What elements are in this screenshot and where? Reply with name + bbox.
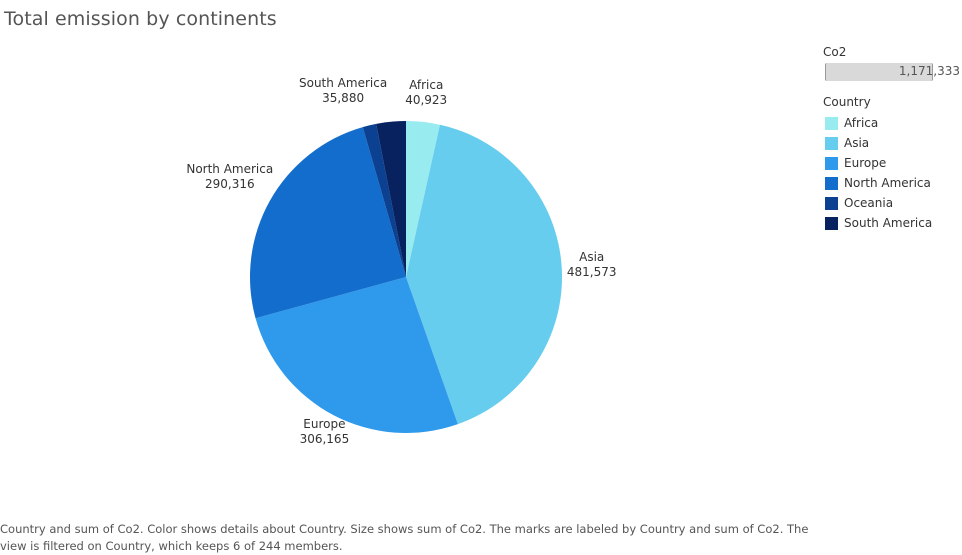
- pie-slice-africa[interactable]: [406, 121, 440, 277]
- legend-item-south-america[interactable]: South America: [823, 213, 959, 233]
- legend-item-oceania[interactable]: Oceania: [823, 193, 959, 213]
- legend-label: Oceania: [844, 196, 894, 210]
- pie-slice-asia[interactable]: [406, 124, 563, 425]
- pie-slice-north-america[interactable]: [249, 127, 406, 319]
- size-legend-bar: 1,171,333: [825, 63, 960, 81]
- legend-swatch: [825, 116, 838, 130]
- legend-item-europe[interactable]: Europe: [823, 153, 959, 173]
- size-legend-max-value: 1,171,333: [898, 64, 960, 78]
- color-legend-title: Country: [823, 95, 871, 109]
- slice-label-africa: Africa 40,923: [405, 78, 447, 107]
- pie-slice-south-america[interactable]: [376, 120, 406, 277]
- slice-label-south-america: South America 35,880: [299, 76, 387, 105]
- legend-item-north-america[interactable]: North America: [823, 173, 959, 193]
- legend-swatch: [825, 156, 838, 170]
- slice-label-asia: Asia 481,573: [567, 250, 617, 279]
- pie-slices: [249, 120, 563, 434]
- pie-slice-oceania[interactable]: [362, 123, 406, 277]
- chart-title: Total emission by continents: [4, 8, 277, 30]
- legend-label: Europe: [844, 156, 887, 170]
- pie-labels: Africa 40,923 Asia 481,573 Europe 306,165 Nort…: [186, 76, 616, 446]
- pie-slice-europe[interactable]: [255, 277, 458, 434]
- legend-label: South America: [844, 216, 933, 230]
- legend-swatch: [825, 216, 838, 230]
- legend-label: North America: [844, 176, 931, 190]
- legend-swatch: [825, 196, 838, 210]
- legend-swatch: [825, 136, 838, 150]
- color-legend: Country Africa Asia Europe North America…: [823, 95, 959, 233]
- size-legend-title: Co2: [823, 45, 847, 59]
- chart-caption: Country and sum of Co2. Color shows deta…: [0, 522, 809, 553]
- legend-swatch: [825, 176, 838, 190]
- legend-label: Africa: [844, 116, 879, 130]
- legend-label: Asia: [844, 136, 870, 150]
- legend-item-africa[interactable]: Africa: [823, 113, 959, 133]
- slice-label-north-america: North America 290,316: [186, 162, 273, 191]
- legend-item-asia[interactable]: Asia: [823, 133, 959, 153]
- slice-label-europe: Europe 306,165: [300, 417, 350, 446]
- size-legend: Co2 1,171,333: [823, 45, 960, 81]
